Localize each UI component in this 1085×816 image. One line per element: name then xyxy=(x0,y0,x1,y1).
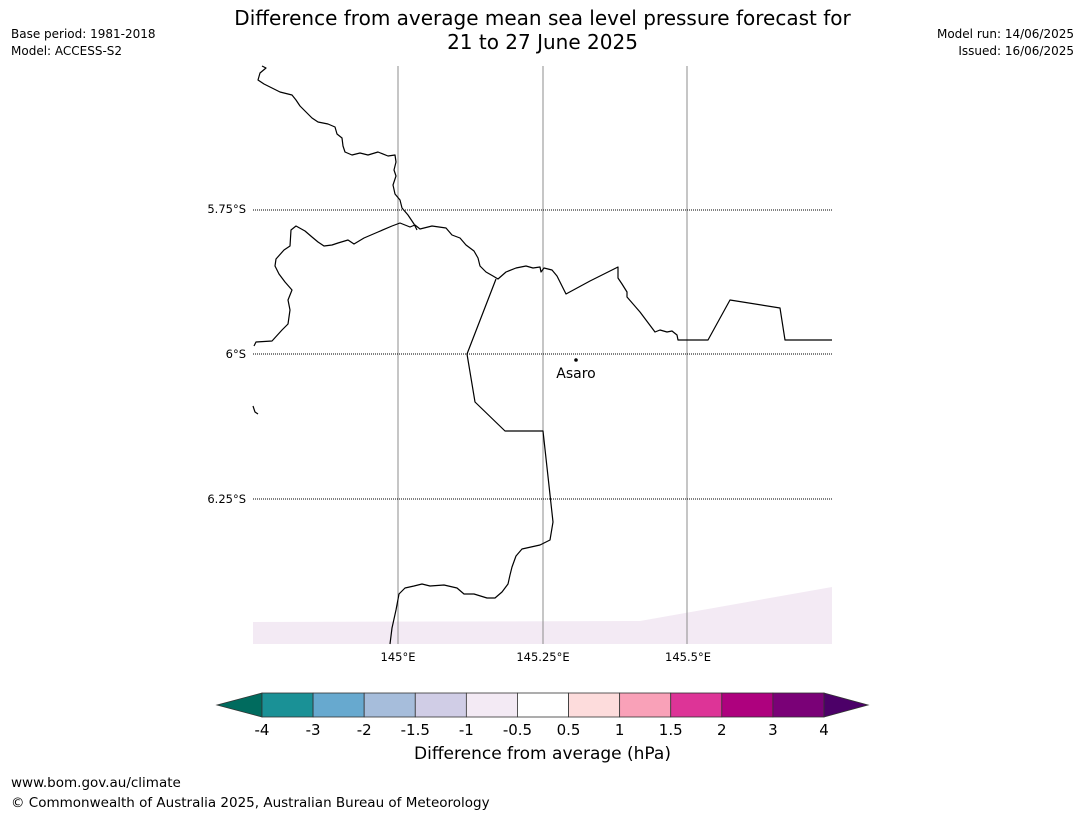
title-line-1: Difference from average mean sea level p… xyxy=(234,6,851,30)
boundary-north xyxy=(257,65,418,231)
lon-label-145-5e: 145.5°E xyxy=(665,650,711,664)
lon-label-145-25e: 145.25°E xyxy=(516,650,569,664)
issued-text: Issued: 16/06/2025 xyxy=(958,44,1074,58)
colorbar-tick-label: 1 xyxy=(615,721,625,739)
colorbar-tick-label: -3 xyxy=(306,721,321,739)
colorbar-tick-label: -2 xyxy=(357,721,372,739)
lat-label-6-25s: 6.25°S xyxy=(207,492,246,506)
colorbar-segment xyxy=(414,692,467,718)
colorbar-ticks: -4 -3 -2 -1.5 -1 -0.5 0.5 1 1.5 2 3 4 xyxy=(255,721,829,739)
colorbar-segment xyxy=(772,692,825,718)
model-run-text: Model run: 14/06/2025 xyxy=(936,27,1074,41)
boundary-border xyxy=(389,278,554,645)
colorbar-segment xyxy=(619,692,672,718)
colorbar-segment xyxy=(261,692,314,718)
asaro-marker xyxy=(574,358,578,362)
colorbar-segment xyxy=(670,692,723,718)
lat-label-5-75s: 5.75°S xyxy=(207,202,246,216)
map-canvas: Asaro 5.75°S 6°S 6.25°S 145°E 145.25°E 1… xyxy=(207,65,832,664)
colorbar-tick-label: 3 xyxy=(768,721,778,739)
colorbar-segment xyxy=(568,692,621,718)
model-text: Model: ACCESS-S2 xyxy=(11,44,123,58)
boundary-central xyxy=(253,222,832,347)
colorbar-segment xyxy=(721,692,774,718)
lat-label-6s: 6°S xyxy=(226,347,246,361)
base-period-text: Base period: 1981-2018 xyxy=(11,27,156,41)
footer-copyright: © Commonwealth of Australia 2025, Austra… xyxy=(11,795,490,811)
colorbar-tick-label: 1.5 xyxy=(659,721,683,739)
colorbar-segment xyxy=(465,692,518,718)
colorbar-label: Difference from average (hPa) xyxy=(414,744,671,764)
map-title: Difference from average mean sea level p… xyxy=(0,6,1085,54)
colorbar-tick-label: 0.5 xyxy=(557,721,581,739)
place-label-asaro: Asaro xyxy=(556,366,595,382)
colorbar-tick-label: -4 xyxy=(255,721,270,739)
lon-label-145e: 145°E xyxy=(381,650,416,664)
colorbar-segment xyxy=(312,692,365,718)
colorbar-tick-label: -0.5 xyxy=(503,721,532,739)
colorbar: -4 -3 -2 -1.5 -1 -0.5 0.5 1 1.5 2 3 4 xyxy=(215,692,870,739)
colorbar-segments xyxy=(261,692,825,718)
colorbar-tick-label: -1.5 xyxy=(401,721,430,739)
colorbar-high-extend xyxy=(823,692,870,718)
colorbar-segment xyxy=(517,692,569,718)
title-line-2: 21 to 27 June 2025 xyxy=(447,30,638,54)
colorbar-segment xyxy=(363,692,416,718)
colorbar-tick-label: -1 xyxy=(459,721,474,739)
footer-url: www.bom.gov.au/climate xyxy=(11,775,181,791)
colorbar-tick-label: 2 xyxy=(717,721,727,739)
parallel-lines xyxy=(253,209,832,500)
meridian-lines xyxy=(397,66,688,644)
colorbar-tick-label: 4 xyxy=(819,721,829,739)
boundary-west-fragment xyxy=(252,405,259,415)
boundary-lines xyxy=(252,65,832,645)
colorbar-low-extend xyxy=(215,692,263,718)
